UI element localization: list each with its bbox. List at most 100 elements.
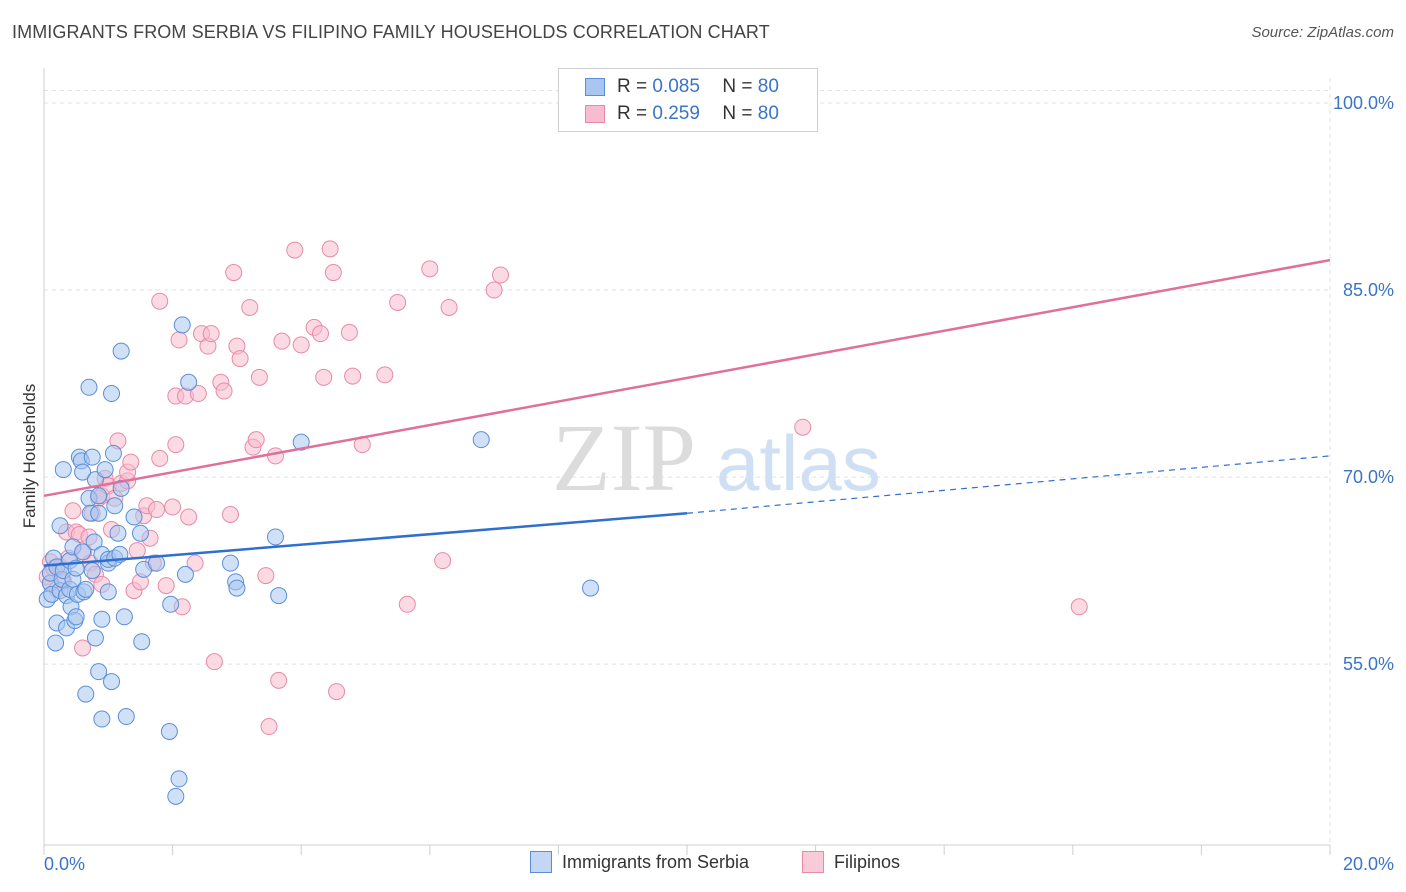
data-point-filipinos [257,567,275,585]
legend-r-value: 0.259 [652,103,700,124]
data-point-filipinos [260,718,278,736]
data-point-serbia [180,373,198,391]
data-point-filipinos [286,241,304,259]
series-legend: Immigrants from Serbia Filipinos [0,851,1406,877]
legend-n-value: 80 [757,76,779,97]
data-point-serbia [51,517,69,535]
data-point-filipinos [270,671,288,689]
series-serbia [38,316,600,805]
data-point-serbia [77,685,95,703]
data-point-filipinos [225,264,243,282]
data-point-filipinos [148,501,166,519]
data-point-filipinos [315,368,333,386]
legend-item-filipinos[interactable]: Filipinos [802,851,900,873]
data-point-serbia [77,580,95,598]
data-point-serbia [167,787,185,805]
legend-item-serbia[interactable]: Immigrants from Serbia [530,851,749,873]
data-point-filipinos [122,453,140,471]
data-point-filipinos [250,368,268,386]
axes [43,68,1331,855]
data-point-filipinos [202,325,220,343]
data-point-filipinos [164,498,182,516]
legend-r-value: 0.085 [652,76,700,97]
legend-n-value: 80 [757,103,779,124]
data-point-filipinos [64,502,82,520]
data-point-filipinos [215,382,233,400]
data-point-filipinos [421,260,439,278]
data-point-filipinos [157,577,175,595]
watermark-zip: ZIP [552,404,696,511]
data-point-serbia [93,710,111,728]
data-point-serbia [292,433,310,451]
data-point-serbia [472,431,490,449]
data-point-serbia [104,444,122,462]
data-point-filipinos [186,554,204,572]
trend-line-filipinos [43,258,1331,498]
data-point-filipinos [205,653,223,671]
trend-lines [43,258,1331,567]
data-point-filipinos [321,240,339,258]
data-point-filipinos [340,323,358,341]
data-point-filipinos [376,366,394,384]
trend-line-serbia-extrapolated [686,455,1331,514]
data-point-serbia [148,554,166,572]
data-point-serbia [221,554,239,572]
legend-n-label: N = [722,103,753,124]
legend-swatch-filipinos [802,851,824,873]
data-point-serbia [112,342,130,360]
trend-line-serbia [43,512,688,567]
data-point-filipinos [794,418,812,436]
y-axis-title: Family Households [20,384,39,529]
chart-title: IMMIGRANTS FROM SERBIA VS FILIPINO FAMIL… [12,22,770,42]
data-point-serbia [47,634,65,652]
y-tick-labels: 55.0% 70.0% 85.0% 100.0% [1333,93,1394,674]
data-point-filipinos [74,639,92,657]
data-point-serbia [83,562,101,580]
data-point-serbia [131,524,149,542]
legend-label-serbia: Immigrants from Serbia [562,851,750,872]
data-point-serbia [170,770,188,788]
data-point-filipinos [231,350,249,368]
data-point-filipinos [189,385,207,403]
data-point-serbia [74,543,92,561]
y-tick-label: 70.0% [1343,467,1394,487]
data-point-filipinos [440,298,458,316]
data-point-filipinos [389,293,407,311]
legend-row-serbia: R = 0.085 N = 80 [585,75,779,99]
data-point-filipinos [170,331,188,349]
y-tick-label: 55.0% [1343,654,1394,674]
data-point-serbia [67,608,85,626]
data-point-filipinos [247,431,265,449]
data-point-serbia [103,673,121,691]
data-point-serbia [103,385,121,403]
data-point-serbia [106,497,124,515]
source-label: Source: ZipAtlas.com [1251,24,1394,41]
data-point-filipinos [485,281,503,299]
data-point-serbia [173,316,191,334]
data-point-serbia [90,663,108,681]
legend-r-label: R = [617,76,648,97]
data-point-filipinos [151,449,169,467]
x-tick-label-max: 20.0% [1343,854,1394,874]
data-point-filipinos [292,336,310,354]
data-point-filipinos [180,508,198,526]
data-point-serbia [96,461,114,479]
data-point-filipinos [492,266,510,284]
data-point-serbia [125,508,143,526]
data-point-serbia [54,461,72,479]
data-point-serbia [90,487,108,505]
data-point-filipinos [266,447,284,465]
legend-swatch-filipinos [585,105,605,123]
data-point-serbia [228,579,246,597]
data-point-serbia [162,595,180,613]
y-tick-label: 100.0% [1333,93,1394,113]
data-point-serbia [112,479,130,497]
data-point-serbia [80,378,98,396]
legend-n-label: N = [722,76,753,97]
data-point-serbia [99,583,117,601]
data-point-serbia [176,565,194,583]
watermark: ZIP atlas [552,404,881,511]
data-point-serbia [109,524,127,542]
data-point-serbia [115,608,133,626]
